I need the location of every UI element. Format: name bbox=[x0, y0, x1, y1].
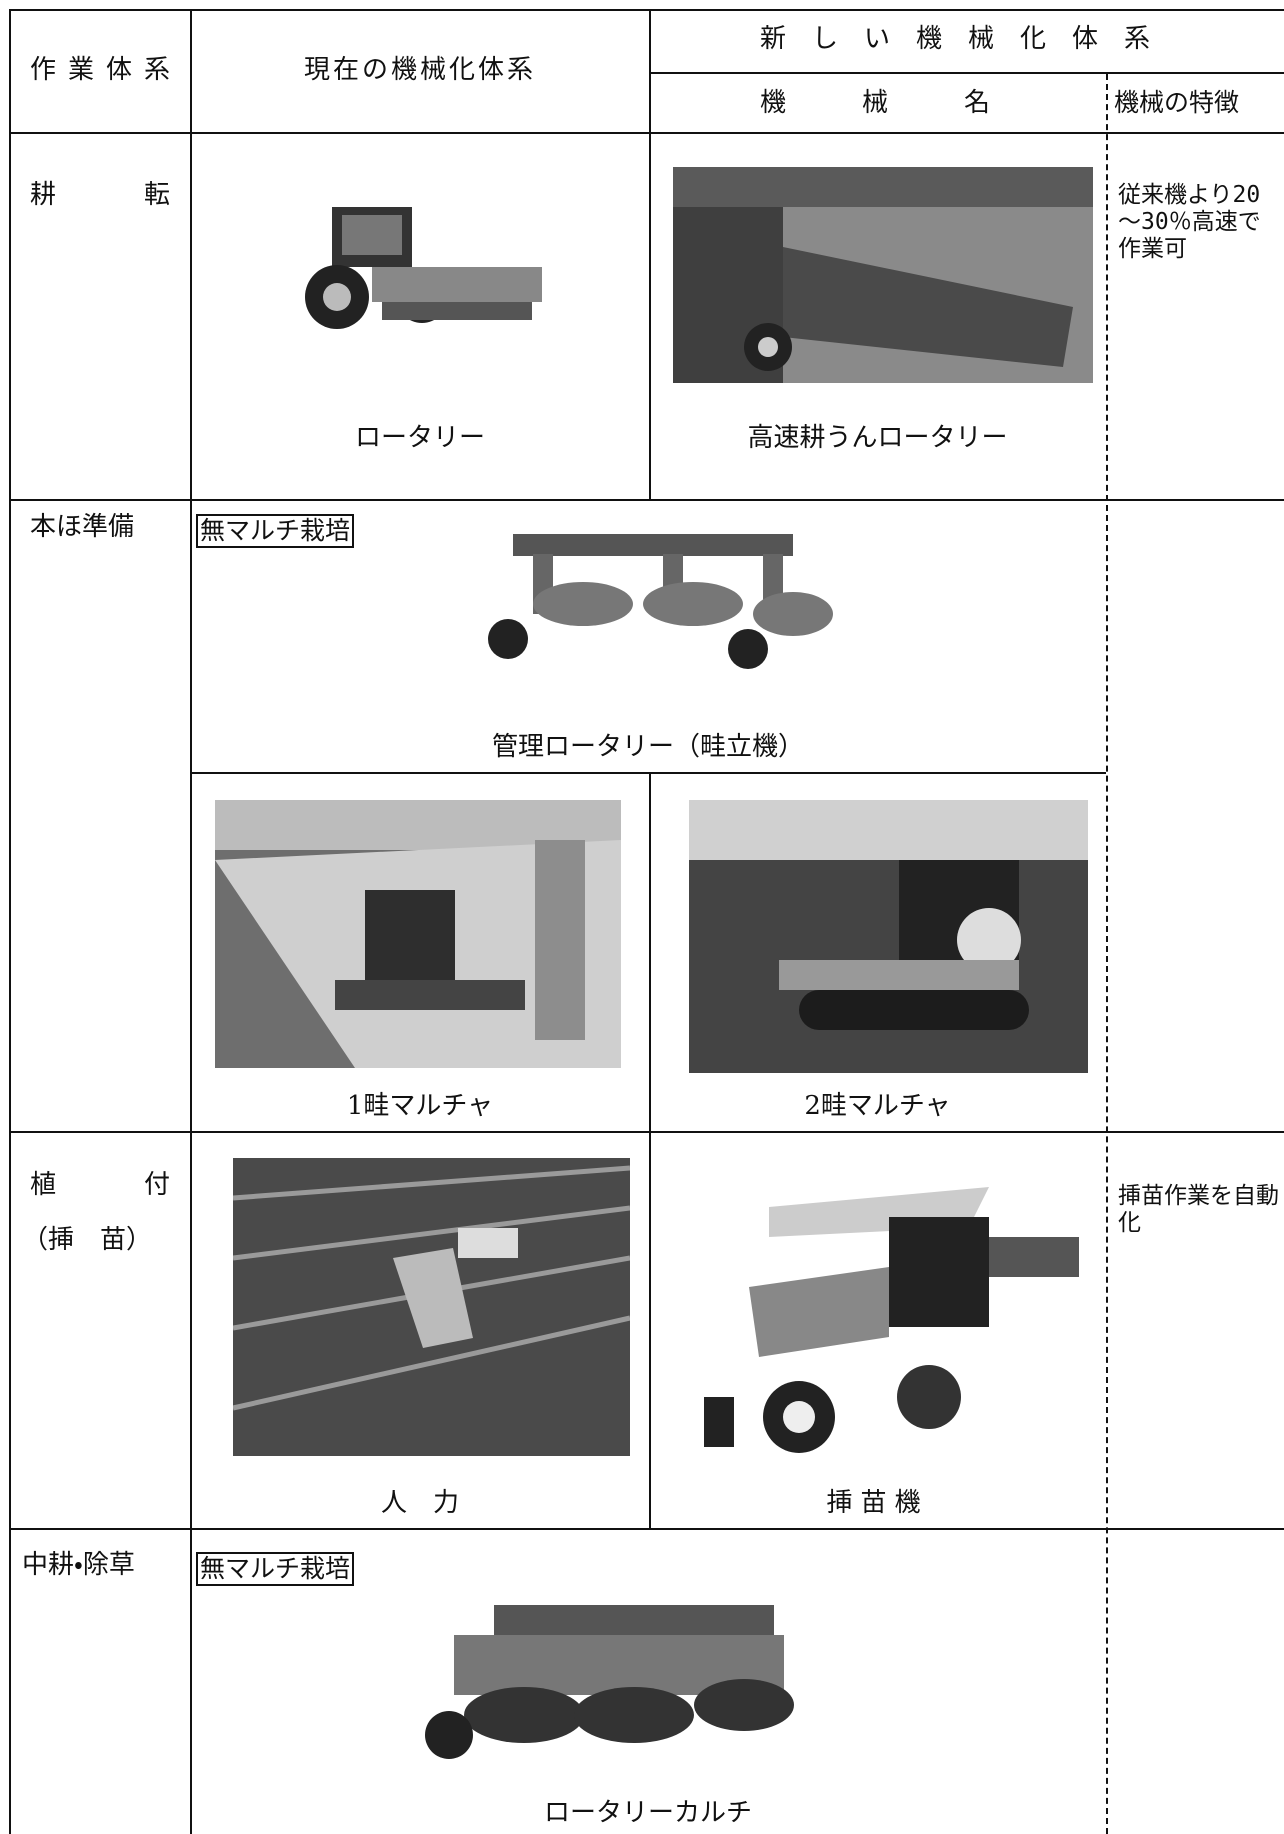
tag: 無マルチ栽培 bbox=[196, 1552, 355, 1586]
caption: 人 力 bbox=[380, 1488, 459, 1518]
dashed-border bbox=[1106, 74, 1108, 1834]
photo-manual bbox=[233, 1158, 630, 1456]
row-work-sub: （挿 苗） bbox=[22, 1225, 153, 1255]
border bbox=[190, 772, 1106, 774]
tag: 無マルチ栽培 bbox=[196, 514, 355, 548]
caption: ロータリー bbox=[354, 423, 485, 453]
photo-transplanter bbox=[704, 1187, 1079, 1453]
border bbox=[9, 1528, 1284, 1530]
photo-fast-rotary bbox=[673, 167, 1093, 383]
header-machine-name: 機械名 bbox=[760, 88, 990, 118]
photo-mulcher-1 bbox=[215, 800, 621, 1068]
border bbox=[190, 9, 192, 1834]
header-feature: 機械の特徴 bbox=[1114, 88, 1240, 117]
caption: 挿苗機 bbox=[826, 1488, 929, 1518]
border bbox=[649, 772, 651, 1529]
caption: 管理ロータリー（畦立機） bbox=[491, 732, 804, 762]
photo-mulcher-2 bbox=[689, 800, 1088, 1073]
border bbox=[9, 9, 11, 1834]
row-work: 耕転 bbox=[30, 180, 170, 210]
header-new: 新しい機械化体系 bbox=[760, 24, 1150, 54]
row-work: 本ほ準備 bbox=[30, 512, 135, 542]
caption: ロータリーカルチ bbox=[543, 1798, 752, 1828]
border bbox=[9, 132, 1284, 134]
border bbox=[649, 9, 651, 500]
row-work: 植付 bbox=[30, 1170, 170, 1200]
caption: 高速耕うんロータリー bbox=[747, 423, 1008, 453]
border bbox=[9, 1131, 1284, 1133]
border bbox=[9, 499, 1284, 501]
photo-rotary bbox=[305, 207, 542, 329]
border bbox=[9, 9, 1284, 11]
photo-ridger bbox=[488, 534, 833, 669]
caption: 2畦マルチャ bbox=[804, 1091, 951, 1121]
header-work: 作業体系 bbox=[30, 55, 170, 85]
border bbox=[649, 72, 1284, 74]
photo-cultivator bbox=[425, 1605, 794, 1759]
header-current: 現在の機械化体系 bbox=[303, 55, 536, 85]
row-work: 中耕・除草 bbox=[22, 1550, 135, 1580]
feature-text: 従来機より20～30％高速で作業可 bbox=[1118, 182, 1261, 262]
feature-text: 挿苗作業を自動化 bbox=[1118, 1183, 1279, 1236]
caption: 1畦マルチャ bbox=[346, 1091, 494, 1121]
